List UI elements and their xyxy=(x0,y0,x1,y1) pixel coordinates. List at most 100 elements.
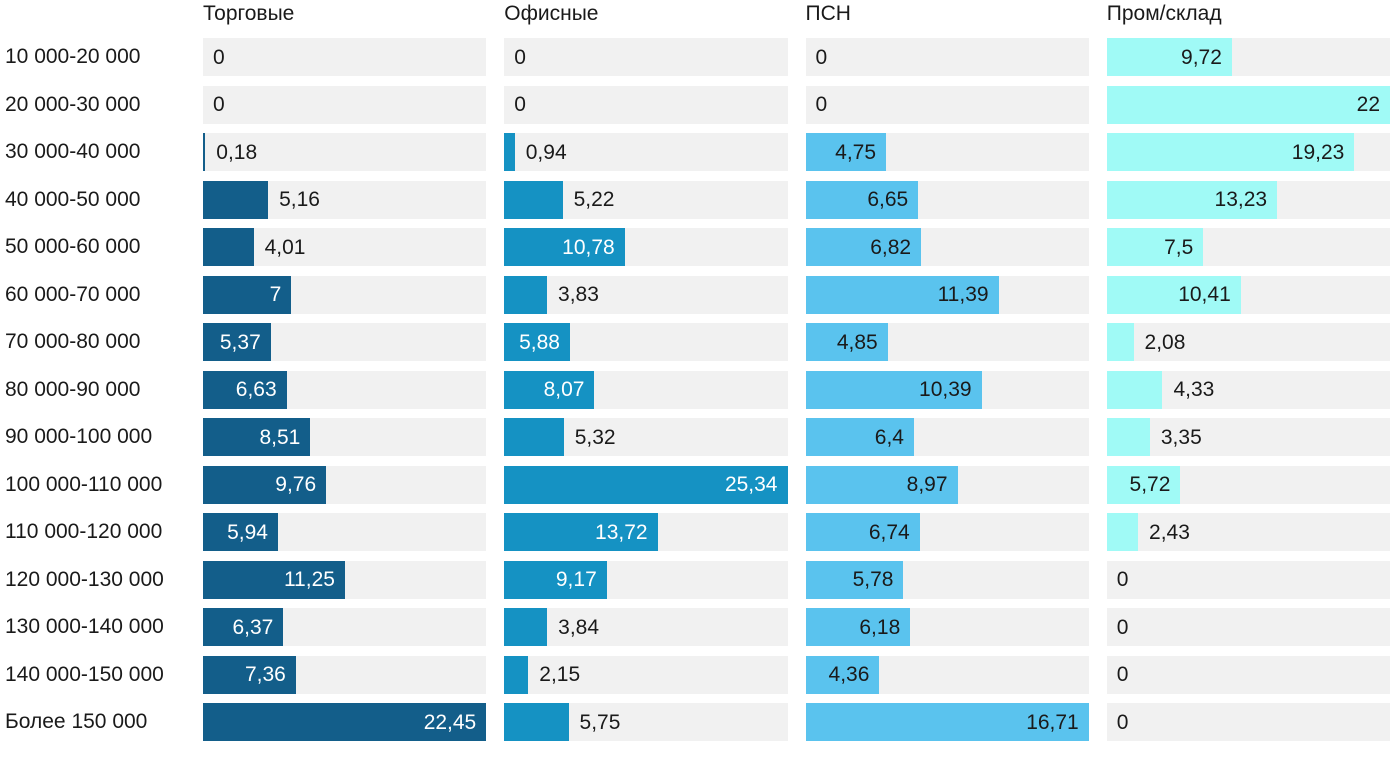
row-label: 10 000-20 000 xyxy=(5,45,141,68)
bar-value-label: 7,36 xyxy=(244,663,286,686)
bar[interactable]: 4,36 xyxy=(805,655,880,694)
bar-track: 0,94 xyxy=(504,133,788,171)
bar-value-label: 7,5 xyxy=(1164,235,1194,259)
bar[interactable]: 11,25 xyxy=(203,560,345,599)
bar[interactable]: 9,76 xyxy=(203,465,327,504)
bar-value-label: 6,82 xyxy=(870,235,912,259)
bar-value-label: 5,32 xyxy=(574,425,616,449)
bar-track: 7,5 xyxy=(1106,228,1390,266)
bar[interactable]: 9,72 xyxy=(1106,38,1232,76)
bar-value-label: 0 xyxy=(213,93,225,116)
row-label: 50 000-60 000 xyxy=(5,235,141,258)
bar[interactable] xyxy=(504,180,563,219)
bar[interactable] xyxy=(203,133,206,171)
bar-track: 0 xyxy=(805,85,1089,124)
bar-track: 2,08 xyxy=(1106,323,1390,361)
bar[interactable]: 10,78 xyxy=(504,228,625,266)
bar-value-label: 0 xyxy=(213,45,225,69)
bar-track: 4,36 xyxy=(805,655,1089,694)
bar[interactable] xyxy=(203,180,269,219)
bar-track: 6,65 xyxy=(805,180,1089,219)
bar-value-label: 9,72 xyxy=(1181,45,1222,69)
bar-value-label: 8,97 xyxy=(906,473,948,496)
bar[interactable]: 6,82 xyxy=(805,228,922,266)
bar[interactable]: 7,36 xyxy=(203,655,296,694)
bar-value-label: 10,39 xyxy=(919,378,972,401)
bar[interactable]: 4,75 xyxy=(805,133,887,171)
bar[interactable]: 5,88 xyxy=(504,323,570,361)
bar[interactable]: 8,97 xyxy=(805,465,958,504)
bar[interactable]: 13,72 xyxy=(504,513,658,551)
column-header-prom-sklad: Пром/склад xyxy=(1106,2,1222,25)
bar[interactable]: 10,39 xyxy=(805,370,982,409)
bar-value-label: 9,76 xyxy=(275,473,317,496)
bar[interactable]: 10,41 xyxy=(1106,275,1241,314)
bar[interactable]: 19,23 xyxy=(1106,133,1355,171)
bar-track: 4,85 xyxy=(805,323,1089,361)
bar[interactable] xyxy=(504,275,548,314)
bar-track: 10,39 xyxy=(805,370,1089,409)
bar-track: 4,01 xyxy=(203,228,487,266)
bar-value-label: 10,78 xyxy=(562,235,615,259)
bar[interactable]: 25,34 xyxy=(504,465,788,504)
bar[interactable]: 6,65 xyxy=(805,180,919,219)
bar[interactable]: 6,74 xyxy=(805,513,920,551)
bar-value-label: 3,84 xyxy=(558,615,600,639)
bar[interactable]: 5,78 xyxy=(805,560,904,599)
bar-value-label: 19,23 xyxy=(1291,140,1345,164)
row-label: 90 000-100 000 xyxy=(5,425,153,448)
bar-value-label: 6,18 xyxy=(859,615,901,639)
bar-value-label: 5,16 xyxy=(279,188,320,211)
bar-value-label: 5,22 xyxy=(573,188,615,211)
row-label: 130 000-140 000 xyxy=(5,615,164,638)
bar[interactable]: 4,85 xyxy=(805,323,888,361)
bar-track: 5,94 xyxy=(203,513,487,551)
bar[interactable]: 9,17 xyxy=(504,560,607,599)
bar[interactable]: 5,94 xyxy=(203,513,278,551)
bar-value-label: 6,74 xyxy=(868,520,910,544)
bar[interactable]: 6,63 xyxy=(203,370,287,409)
bar[interactable] xyxy=(1106,513,1139,551)
bar[interactable] xyxy=(1106,418,1150,456)
bar[interactable]: 16,71 xyxy=(805,703,1089,741)
bar[interactable] xyxy=(504,418,564,456)
bar-track: 10,41 xyxy=(1106,275,1390,314)
bar[interactable]: 5,72 xyxy=(1106,465,1181,504)
bar-track: 0,18 xyxy=(203,133,487,171)
bar-value-label: 10,41 xyxy=(1178,283,1231,306)
bar-track: 25,34 xyxy=(504,465,788,504)
bar[interactable]: 13,23 xyxy=(1106,180,1278,219)
row-label: 30 000-40 000 xyxy=(5,140,141,163)
bar-value-label: 6,4 xyxy=(874,425,904,449)
bar[interactable]: 11,39 xyxy=(805,275,999,314)
bar[interactable]: 7,5 xyxy=(1106,228,1204,266)
bar[interactable]: 22,45 xyxy=(203,703,487,741)
bar-track: 11,39 xyxy=(805,275,1089,314)
bar[interactable] xyxy=(203,228,254,266)
bar-track: 0 xyxy=(203,38,487,76)
bar[interactable] xyxy=(1106,323,1134,361)
bar[interactable]: 8,07 xyxy=(504,370,595,409)
bar[interactable]: 7 xyxy=(203,275,292,314)
bar[interactable] xyxy=(1106,370,1163,409)
bar[interactable]: 22 xyxy=(1106,85,1390,124)
bar[interactable] xyxy=(504,608,548,646)
bar-value-label: 2,15 xyxy=(539,663,581,686)
bar[interactable] xyxy=(504,133,515,171)
bar-value-label: 22 xyxy=(1356,93,1380,116)
bar[interactable] xyxy=(504,655,529,694)
bar-track: 0 xyxy=(504,38,788,76)
bar[interactable]: 8,51 xyxy=(203,418,311,456)
bar-track: 0 xyxy=(1106,655,1390,694)
row-label: 140 000-150 000 xyxy=(5,662,164,686)
bar[interactable]: 5,37 xyxy=(203,323,271,361)
bar-track: 3,35 xyxy=(1106,418,1390,456)
bar[interactable]: 6,4 xyxy=(805,418,914,456)
bar[interactable]: 6,37 xyxy=(203,608,284,646)
bar[interactable] xyxy=(504,703,569,741)
bar[interactable]: 6,18 xyxy=(805,608,911,646)
row-label: 120 000-130 000 xyxy=(5,567,164,591)
bar-track: 9,72 xyxy=(1106,38,1390,76)
bar-track: 5,37 xyxy=(203,323,487,361)
row-label: 20 000-30 000 xyxy=(5,92,141,116)
